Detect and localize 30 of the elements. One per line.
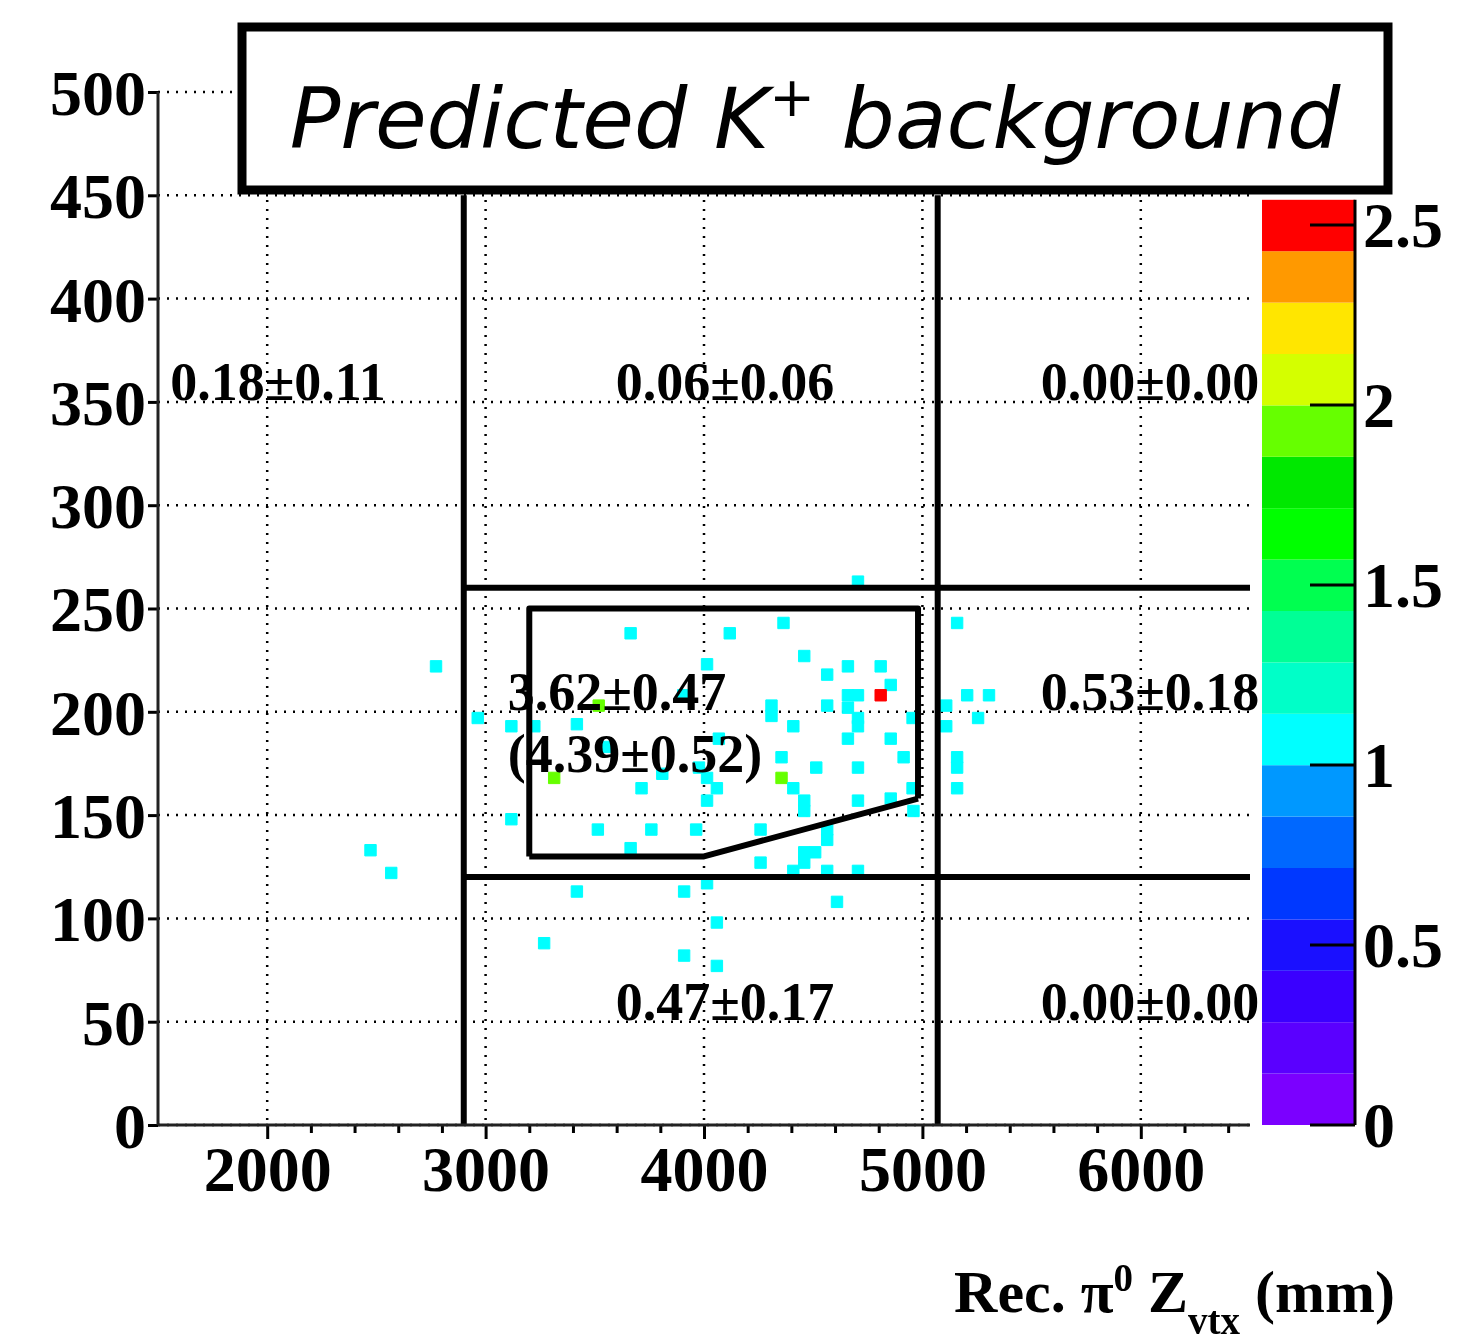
x-tick-label: 5000 [858,1134,987,1205]
annotation: 0.18±0.11 [170,352,386,412]
y-tick-label: 500 [50,57,146,129]
y-tick-label: 450 [50,161,146,233]
annotation: 0.00±0.00 [1040,972,1260,1032]
x-tick-label: 3000 [422,1134,551,1205]
chart-title: Predicted K$^{+}$ background [289,65,1341,168]
annotation: 0.47±0.17 [615,972,835,1032]
y-tick-label: 300 [50,471,146,543]
annotation: 0.53±0.18 [1040,662,1260,722]
color-bar-label: 1 [1363,730,1395,801]
x-tick-label: 6000 [1077,1134,1206,1205]
x-axis-title: Rec. π$^{0}$ Z$_{vtx}$ (mm) [954,1255,1395,1338]
color-bar-label: 1.5 [1363,550,1443,621]
y-tick-label: 50 [82,987,146,1059]
color-bar-label: 2.5 [1363,190,1443,261]
x-tick-label: 4000 [640,1134,769,1205]
y-tick-label: 350 [50,367,146,439]
x-tick-label: 2000 [203,1134,332,1205]
y-tick-label: 400 [50,264,146,336]
color-bar-label: 0 [1363,1090,1395,1161]
y-tick-label: 200 [50,677,146,749]
color-bar-label: 2 [1363,370,1395,441]
y-tick-label: 0 [114,1090,146,1162]
annotation: 0.06±0.06 [615,352,835,412]
y-tick-label: 250 [50,574,146,646]
color-bar-label: 0.5 [1363,910,1443,981]
annotation: 0.00±0.00 [1040,352,1260,412]
y-tick-label: 150 [50,781,146,852]
y-tick-label: 100 [50,884,146,956]
